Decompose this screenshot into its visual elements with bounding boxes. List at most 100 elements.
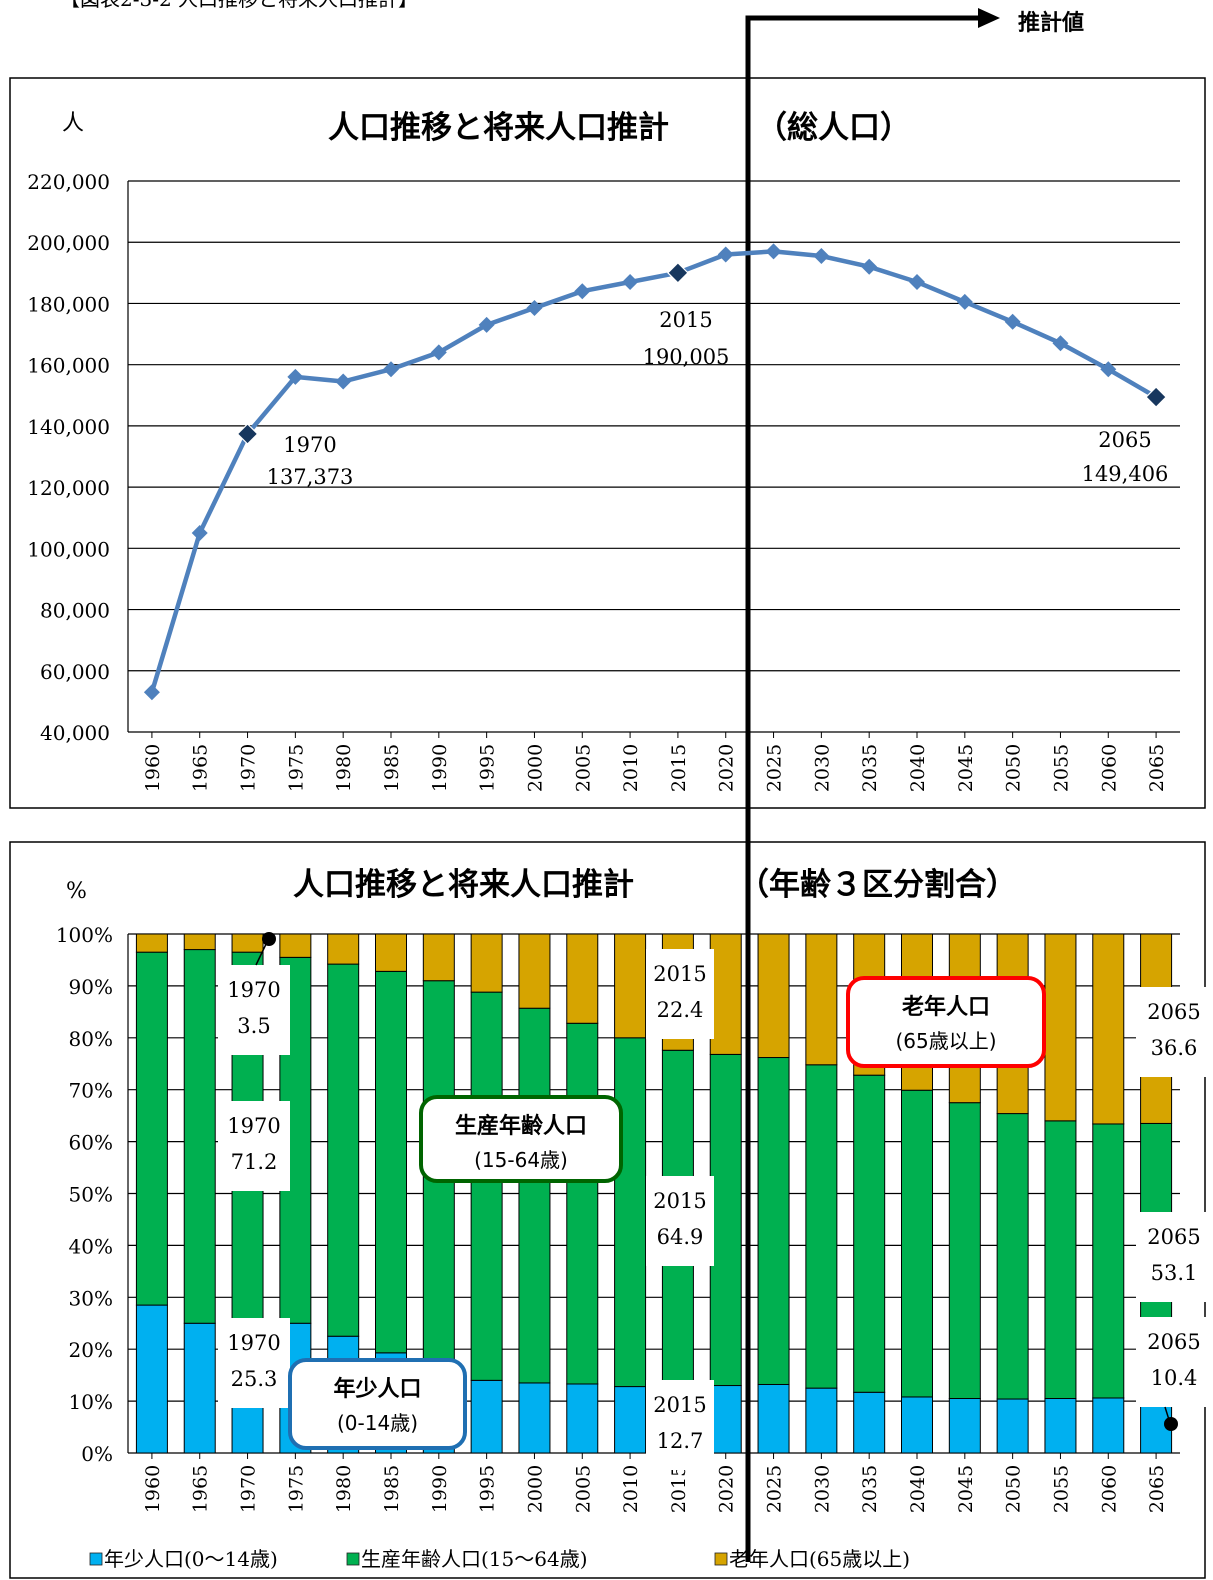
series-callout-box bbox=[846, 976, 1046, 1068]
bar-value-label-value: 22.4 bbox=[657, 998, 704, 1022]
projection-arrow-icon bbox=[978, 8, 1000, 28]
line-chart: 40,000 60,000 80,000 100,000 120,000 140,000 1… bbox=[27, 170, 1180, 792]
line-chart-point bbox=[383, 361, 399, 378]
bar-segment bbox=[518, 1382, 551, 1454]
line-chart-point bbox=[909, 274, 925, 291]
line-chart-xtick-label: 2045 bbox=[955, 744, 977, 792]
bar-chart-xtick-label: 1970 bbox=[238, 1465, 260, 1513]
bar-segment bbox=[135, 951, 168, 1306]
bar-segment bbox=[470, 933, 503, 993]
bar-chart-xtick-label: 2010 bbox=[620, 1465, 642, 1513]
bar-chart-xtick-label: 1985 bbox=[381, 1465, 403, 1513]
bar-segment bbox=[566, 933, 599, 1024]
bar-value-label-value: 53.1 bbox=[1151, 1261, 1198, 1285]
bar-segment bbox=[231, 933, 264, 953]
line-chart-xtick-label: 1965 bbox=[190, 744, 212, 792]
line-chart-annotation-value: 137,373 bbox=[267, 465, 354, 489]
bar-chart-ytick-label: 80% bbox=[69, 1027, 113, 1051]
line-chart-point bbox=[667, 261, 689, 284]
series-callout-sub: (15-64歳) bbox=[474, 1148, 568, 1172]
line-chart-point bbox=[335, 373, 352, 390]
bar-segment bbox=[757, 1057, 790, 1385]
line-chart-ytick-label: 60,000 bbox=[40, 660, 110, 684]
line-chart-xtick-label: 2015 bbox=[668, 744, 690, 792]
legend-swatch-working bbox=[346, 1552, 360, 1566]
bar-segment bbox=[1092, 933, 1125, 1125]
bar-segment bbox=[709, 1385, 742, 1454]
bar-chart-xtick-label: 2065 bbox=[1146, 1465, 1168, 1513]
bar-segment bbox=[135, 1304, 168, 1454]
bar-segment bbox=[1044, 1120, 1077, 1400]
bar-chart-title: 人口推移と将来人口推計 bbox=[293, 867, 634, 903]
legend-swatch-elderly bbox=[714, 1552, 728, 1566]
projection-label: 推計値 bbox=[1018, 10, 1084, 36]
line-chart-point bbox=[143, 684, 160, 701]
line-chart-point bbox=[622, 274, 639, 291]
bar-chart-xtick-label: 2015 bbox=[668, 1465, 690, 1513]
legend-label-elderly: 老年人口(65歳以上) bbox=[729, 1547, 910, 1571]
bar-chart-ylabel: % bbox=[66, 879, 87, 904]
bar-segment bbox=[518, 933, 551, 1009]
line-chart-ylabel: 人 bbox=[62, 111, 84, 136]
bar-value-label-year: 1970 bbox=[227, 1331, 280, 1355]
line-chart-point bbox=[478, 316, 495, 333]
line-chart-xtick-label: 2040 bbox=[907, 744, 929, 792]
line-chart-annotation-year: 2015 bbox=[659, 308, 712, 332]
bar-chart-ytick-label: 60% bbox=[69, 1131, 113, 1155]
bar-chart-xtick-label: 2055 bbox=[1050, 1465, 1072, 1513]
bar-segment bbox=[327, 933, 360, 965]
bar-segment bbox=[757, 933, 790, 1059]
bar-segment bbox=[614, 1386, 647, 1454]
line-chart-xtick-label: 2010 bbox=[620, 744, 642, 792]
line-chart-ytick-label: 100,000 bbox=[27, 537, 110, 561]
line-chart-point bbox=[287, 368, 304, 385]
bar-segment bbox=[709, 1053, 742, 1387]
bar-chart-xtick-label: 2000 bbox=[524, 1465, 546, 1513]
bar-segment bbox=[279, 933, 312, 958]
bar-chart-xtick-label: 2040 bbox=[907, 1465, 929, 1513]
bar-chart-legend: 年少人口(0～14歳) 生産年齢人口(15～64歳) 老年人口(65歳以上) bbox=[89, 1547, 910, 1571]
legend-label-working: 生産年齢人口(15～64歳) bbox=[361, 1547, 588, 1571]
bar-segment bbox=[422, 933, 455, 982]
bar-segment bbox=[518, 1007, 551, 1384]
line-chart-point bbox=[236, 423, 259, 445]
line-chart-ytick-label: 200,000 bbox=[27, 231, 110, 255]
series-callout-title: 年少人口 bbox=[333, 1376, 421, 1402]
bar-segment bbox=[853, 1391, 886, 1454]
bar-segment bbox=[327, 963, 360, 1337]
bar-chart: 0% 10% 20% 30% 40% 50% 60% 70% 80% 90% 100% 1960 196… bbox=[56, 923, 1212, 1513]
line-chart-series-line bbox=[149, 249, 1158, 693]
bar-segment bbox=[805, 1064, 838, 1389]
bar-chart-xtick-label: 1975 bbox=[285, 1465, 307, 1513]
bar-segment bbox=[470, 1379, 503, 1454]
line-chart-xtick-label: 1985 bbox=[381, 744, 403, 792]
bar-chart-xtick-label: 1980 bbox=[333, 1465, 355, 1513]
bar-value-label-box bbox=[218, 965, 290, 1055]
line-chart-point bbox=[717, 246, 734, 263]
bar-chart-ytick-label: 90% bbox=[69, 975, 113, 999]
line-chart-frame bbox=[9, 77, 1206, 809]
line-chart-xtick-label: 1975 bbox=[285, 744, 307, 792]
bar-chart-xtick-label: 2045 bbox=[955, 1465, 977, 1513]
line-chart-ytick-label: 40,000 bbox=[40, 721, 110, 745]
bar-value-label-box bbox=[218, 1318, 290, 1408]
figure-caption: 【図表2-3-2 人口推移と将来人口推計】 bbox=[60, 0, 418, 11]
bar-chart-frame bbox=[9, 841, 1206, 1579]
bar-value-label-year: 2065 bbox=[1147, 1330, 1200, 1354]
bar-chart-xtick-label: 1995 bbox=[477, 1465, 499, 1513]
line-chart-annotation-value: 190,005 bbox=[643, 345, 730, 369]
line-chart-annotation-year: 1970 bbox=[283, 433, 336, 457]
series-callout-title: 老年人口 bbox=[901, 994, 990, 1020]
bar-segment bbox=[183, 949, 216, 1324]
line-chart-xtick-label: 2055 bbox=[1050, 744, 1072, 792]
line-chart-point bbox=[574, 283, 591, 300]
bar-value-label-box bbox=[1136, 1212, 1212, 1302]
bar-chart-ytick-label: 30% bbox=[69, 1286, 113, 1310]
bar-chart-xtick-label: 2020 bbox=[716, 1465, 738, 1513]
bar-chart-xtick-label: 2030 bbox=[811, 1465, 833, 1513]
line-chart-ytick-label: 180,000 bbox=[27, 292, 110, 316]
bar-value-label-year: 1970 bbox=[227, 1114, 280, 1138]
bar-segment bbox=[183, 933, 216, 951]
line-chart-ytick-label: 120,000 bbox=[27, 476, 110, 500]
